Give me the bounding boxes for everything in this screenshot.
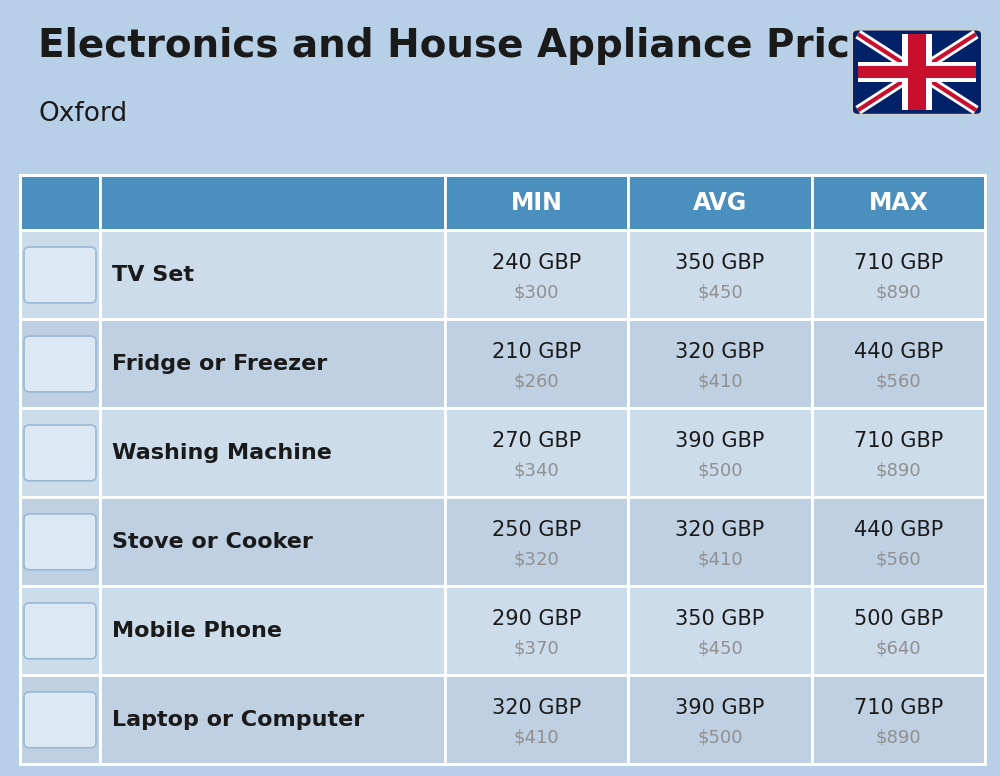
- Bar: [812, 497, 985, 587]
- Bar: [100, 230, 445, 320]
- Text: Electronics and House Appliance Prices: Electronics and House Appliance Prices: [38, 27, 899, 65]
- FancyBboxPatch shape: [24, 336, 96, 392]
- Text: Oxford: Oxford: [38, 101, 127, 127]
- Text: $450: $450: [697, 284, 743, 302]
- Text: 240 GBP: 240 GBP: [492, 254, 581, 273]
- Text: $640: $640: [876, 639, 921, 658]
- Text: Fridge or Freezer: Fridge or Freezer: [112, 354, 327, 374]
- Bar: [445, 320, 628, 408]
- Text: 290 GBP: 290 GBP: [492, 609, 581, 629]
- Bar: [812, 175, 985, 230]
- Text: $890: $890: [876, 462, 921, 480]
- Text: 320 GBP: 320 GBP: [492, 698, 581, 719]
- Text: $410: $410: [697, 372, 743, 391]
- Bar: [628, 320, 812, 408]
- FancyBboxPatch shape: [24, 247, 96, 303]
- Text: Mobile Phone: Mobile Phone: [112, 621, 282, 641]
- Bar: [20, 497, 100, 587]
- Text: $340: $340: [514, 462, 559, 480]
- Text: AVG: AVG: [693, 191, 747, 214]
- Bar: [445, 675, 628, 764]
- Text: Laptop or Computer: Laptop or Computer: [112, 710, 364, 730]
- Text: $890: $890: [876, 284, 921, 302]
- Text: 350 GBP: 350 GBP: [675, 609, 765, 629]
- Bar: [628, 587, 812, 675]
- Text: $370: $370: [514, 639, 559, 658]
- Text: 320 GBP: 320 GBP: [675, 521, 765, 540]
- Bar: [20, 675, 100, 764]
- Text: $890: $890: [876, 729, 921, 747]
- Bar: [445, 497, 628, 587]
- Text: $410: $410: [697, 551, 743, 569]
- Bar: [858, 62, 976, 82]
- Bar: [100, 587, 445, 675]
- FancyBboxPatch shape: [24, 514, 96, 570]
- FancyBboxPatch shape: [24, 425, 96, 481]
- Bar: [908, 34, 926, 110]
- Text: Washing Machine: Washing Machine: [112, 443, 332, 463]
- Bar: [20, 175, 985, 764]
- Text: $300: $300: [514, 284, 559, 302]
- Text: TV Set: TV Set: [112, 265, 194, 285]
- Text: MAX: MAX: [869, 191, 928, 214]
- FancyBboxPatch shape: [24, 603, 96, 659]
- Bar: [445, 175, 628, 230]
- Text: 440 GBP: 440 GBP: [854, 342, 943, 362]
- Bar: [628, 497, 812, 587]
- Bar: [812, 230, 985, 320]
- Text: 500 GBP: 500 GBP: [854, 609, 943, 629]
- Text: $260: $260: [514, 372, 559, 391]
- Text: 320 GBP: 320 GBP: [675, 342, 765, 362]
- Text: 350 GBP: 350 GBP: [675, 254, 765, 273]
- Text: 710 GBP: 710 GBP: [854, 431, 943, 452]
- Bar: [100, 320, 445, 408]
- Bar: [812, 587, 985, 675]
- Bar: [445, 230, 628, 320]
- Text: 270 GBP: 270 GBP: [492, 431, 581, 452]
- Text: MIN: MIN: [511, 191, 562, 214]
- Text: 210 GBP: 210 GBP: [492, 342, 581, 362]
- Bar: [445, 408, 628, 497]
- Text: $410: $410: [514, 729, 559, 747]
- Text: 440 GBP: 440 GBP: [854, 521, 943, 540]
- Bar: [628, 230, 812, 320]
- Bar: [628, 175, 812, 230]
- Text: Stove or Cooker: Stove or Cooker: [112, 532, 313, 552]
- Text: 250 GBP: 250 GBP: [492, 521, 581, 540]
- Bar: [20, 408, 100, 497]
- Bar: [628, 675, 812, 764]
- Bar: [20, 320, 100, 408]
- Bar: [812, 675, 985, 764]
- Bar: [902, 34, 932, 110]
- Bar: [100, 675, 445, 764]
- Bar: [20, 587, 100, 675]
- Bar: [100, 408, 445, 497]
- Bar: [812, 320, 985, 408]
- Bar: [812, 408, 985, 497]
- Bar: [100, 175, 445, 230]
- Text: 390 GBP: 390 GBP: [675, 698, 765, 719]
- Bar: [20, 230, 100, 320]
- Text: $500: $500: [697, 462, 743, 480]
- Text: 390 GBP: 390 GBP: [675, 431, 765, 452]
- Bar: [20, 175, 100, 230]
- Text: 710 GBP: 710 GBP: [854, 254, 943, 273]
- Text: $500: $500: [697, 729, 743, 747]
- FancyBboxPatch shape: [852, 29, 982, 115]
- Bar: [100, 497, 445, 587]
- Text: 710 GBP: 710 GBP: [854, 698, 943, 719]
- Bar: [858, 66, 976, 78]
- Text: $450: $450: [697, 639, 743, 658]
- Bar: [628, 408, 812, 497]
- Bar: [445, 587, 628, 675]
- FancyBboxPatch shape: [24, 692, 96, 748]
- Text: $320: $320: [514, 551, 559, 569]
- Text: $560: $560: [876, 551, 921, 569]
- Text: $560: $560: [876, 372, 921, 391]
